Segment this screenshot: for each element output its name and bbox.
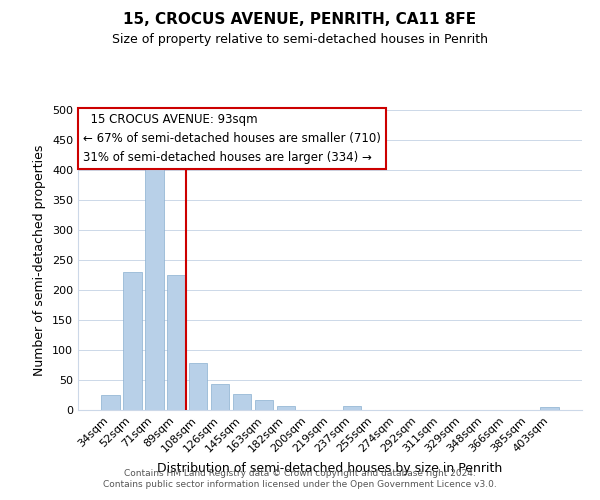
Bar bbox=[277, 406, 295, 410]
Text: 15 CROCUS AVENUE: 93sqm  
← 67% of semi-detached houses are smaller (710)
31% of: 15 CROCUS AVENUE: 93sqm ← 67% of semi-de… bbox=[83, 113, 381, 164]
Bar bbox=[541, 407, 559, 410]
Bar bbox=[233, 394, 251, 410]
Bar bbox=[189, 363, 208, 410]
Text: Contains public sector information licensed under the Open Government Licence v3: Contains public sector information licen… bbox=[103, 480, 497, 489]
Text: Contains HM Land Registry data © Crown copyright and database right 2024.: Contains HM Land Registry data © Crown c… bbox=[124, 468, 476, 477]
Y-axis label: Number of semi-detached properties: Number of semi-detached properties bbox=[34, 144, 46, 376]
Text: Size of property relative to semi-detached houses in Penrith: Size of property relative to semi-detach… bbox=[112, 32, 488, 46]
Text: 15, CROCUS AVENUE, PENRITH, CA11 8FE: 15, CROCUS AVENUE, PENRITH, CA11 8FE bbox=[124, 12, 476, 28]
Bar bbox=[167, 275, 185, 410]
X-axis label: Distribution of semi-detached houses by size in Penrith: Distribution of semi-detached houses by … bbox=[157, 462, 503, 475]
Bar bbox=[343, 406, 361, 410]
Bar bbox=[145, 164, 164, 410]
Bar bbox=[255, 400, 274, 410]
Bar bbox=[211, 384, 229, 410]
Bar bbox=[101, 395, 119, 410]
Bar bbox=[123, 272, 142, 410]
